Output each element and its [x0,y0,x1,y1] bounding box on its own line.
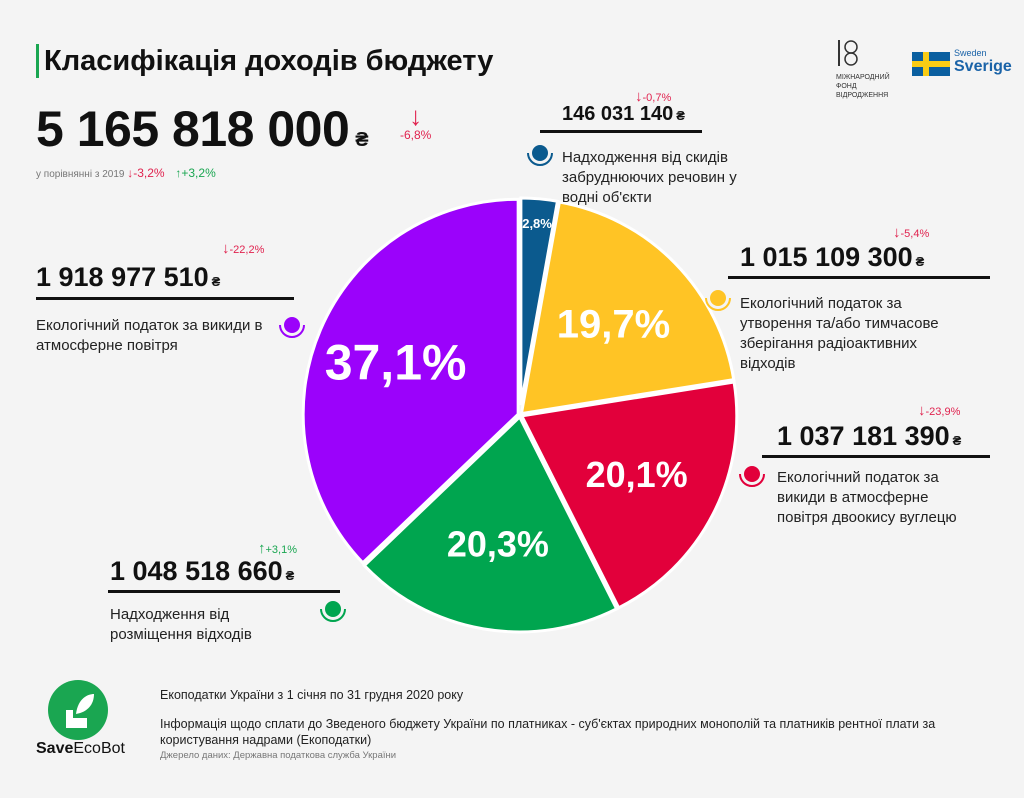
brand-rest: EcoBot [73,740,125,757]
slice-percent-label: 20,3% [447,524,549,565]
legend-marker-arc [320,608,346,622]
divider [108,590,340,593]
legend-marker [710,290,726,306]
change-value: -5,4% [900,228,930,240]
slice-percent-label: 37,1% [325,334,467,390]
currency-sign: ₴ [285,568,295,583]
slice-percent-label: 2,8% [522,216,552,231]
arrow-down-icon: ↓ [127,166,134,180]
change-value: -22,2% [229,244,265,256]
change-value: -0,7% [642,92,672,104]
pie-slice [362,414,619,634]
divider [36,297,294,300]
total-amount: 5 165 818 000 ₴ [36,100,369,158]
category-label: Надходження від розміщення відходів [110,606,252,643]
legend-marker-arc [739,473,765,487]
brand-name: SaveEcoBot [36,740,125,758]
value-text: 1 037 181 390 [777,421,950,451]
brand-bold: Save [36,740,74,757]
total-change: ↓ -6,8% [400,101,432,142]
currency-sign: ₴ [676,108,685,123]
value-label: 1 048 518 660 ₴ [110,556,294,587]
slice-percent-label: 20,1% [586,454,688,495]
slice-percent-label: 19,7% [557,302,670,346]
divider [540,130,702,133]
legend-marker [284,317,300,333]
category-label: Екологічний податок за утворення та/або … [740,295,939,372]
fund-logo: МІЖНАРОДНИЙ ФОНД ВІДРОДЖЕННЯ [836,38,896,100]
total-value: 5 165 818 000 [36,101,350,157]
legend-marker-arc [527,152,553,166]
change-badge: ↓-23,9% [918,402,961,419]
value-label: 1 037 181 390 ₴ [777,421,961,452]
leaf-factory-icon [48,680,108,740]
sweden-text: Sweden Sverige [954,48,1012,76]
value-text: 146 031 140 [562,103,674,125]
footer-period: Екоподатки України з 1 січня по 31 грудн… [160,688,464,702]
comparison-down: -3,2% [133,166,165,180]
comparison-label: у порівнянні з 2019 [36,169,125,180]
legend-marker-arc [279,324,305,338]
sweden-logo [912,52,950,81]
arrow-down-icon: ↓ [409,101,423,131]
change-badge: ↓-0,7% [635,88,672,105]
sweden-flag-icon [912,52,950,76]
value-label: 1 918 977 510 ₴ [36,262,220,293]
legend-marker [325,601,341,617]
legend-marker [532,145,548,161]
change-badge: ↓-5,4% [893,224,930,241]
value-label: 1 015 109 300 ₴ [740,242,924,273]
footer-source: Джерело даних: Державна податкова служба… [160,750,397,761]
currency-sign: ₴ [915,254,925,269]
value-text: 1 015 109 300 [740,242,913,272]
divider [762,455,990,458]
saveecobot-logo [48,680,108,745]
currency-sign: ₴ [211,274,221,289]
category-label: Екологічний податок за викиди в атмосфер… [777,469,957,526]
divider [728,276,990,279]
pie-slice [519,200,736,416]
pie-slice [519,196,560,406]
value-label: 146 031 140 ₴ [562,103,685,126]
comparison: у порівнянні з 2019 ↓-3,2% ↑+3,2% [36,166,216,180]
fund-logo-text: МІЖНАРОДНИЙ ФОНД ВІДРОДЖЕННЯ [836,74,890,99]
change-value: -23,9% [925,406,961,418]
footer-info: Інформація щодо сплати до Зведеного бюдж… [160,717,936,747]
sweden-big: Sverige [954,58,1012,75]
fund-logo-icon [838,40,858,66]
legend-marker [744,466,760,482]
comparison-up: +3,2% [181,166,216,180]
category-label: Екологічний податок за викиди в атмосфер… [36,317,263,354]
arrow-up-icon: ↑ [175,166,182,180]
legend-marker-arc [705,297,731,311]
currency-sign: ₴ [952,433,962,448]
change-badge: ↓-22,2% [222,240,265,257]
pie-slice [301,197,520,565]
page-title: Класифікація доходів бюджету [36,44,493,78]
sweden-small: Sweden [954,48,987,58]
value-text: 1 918 977 510 [36,262,209,292]
currency-sign: ₴ [355,129,369,151]
category-label: Надходження від скидів забруднюючих речо… [562,149,737,206]
change-badge: ↑+3,1% [258,540,297,557]
change-value: +3,1% [265,544,298,556]
pie-slice [519,380,739,610]
value-text: 1 048 518 660 [110,556,283,586]
total-change-value: -6,8% [400,128,432,142]
